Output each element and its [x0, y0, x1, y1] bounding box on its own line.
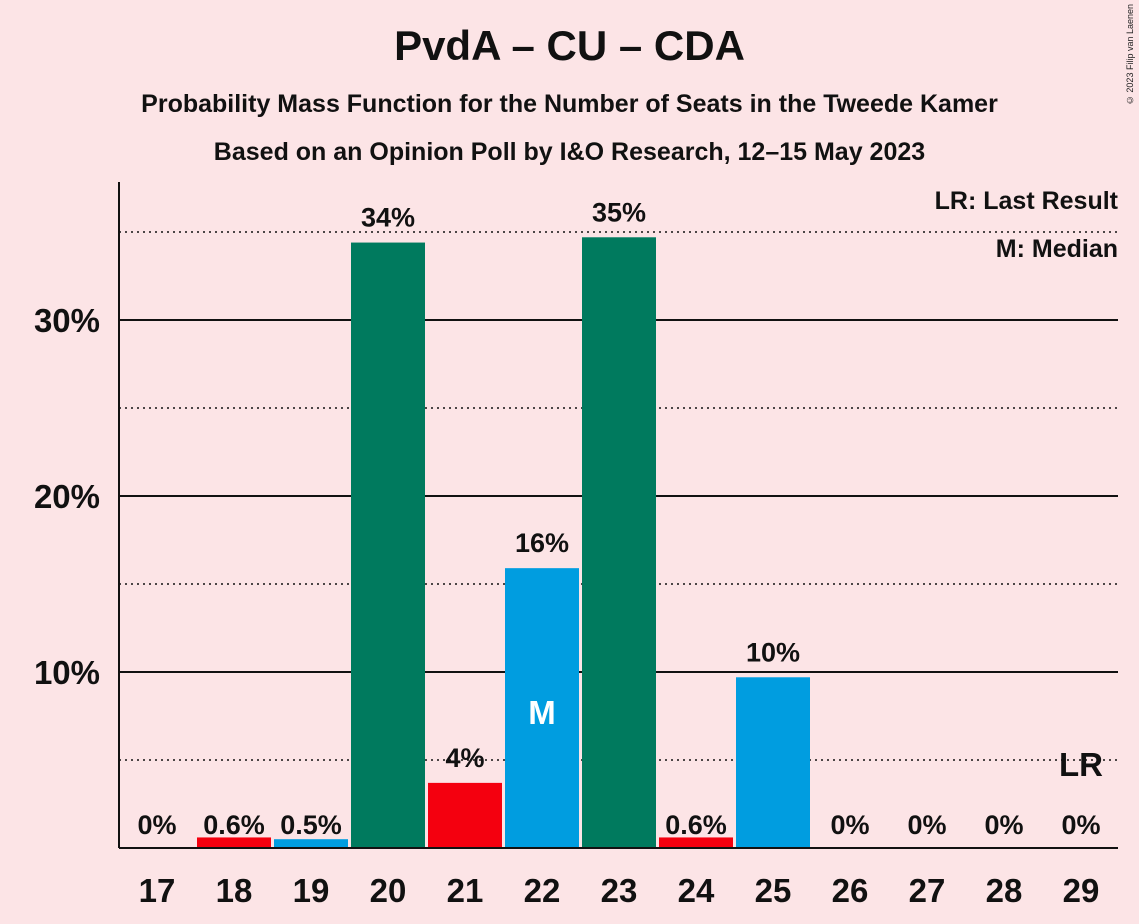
bar-value-label: 10%	[746, 637, 800, 667]
bar-value-label: 0.6%	[203, 810, 265, 840]
bar-20	[351, 242, 425, 848]
bar-24	[659, 837, 733, 848]
x-tick-label: 27	[909, 872, 946, 909]
x-tick-label: 19	[293, 872, 330, 909]
y-tick-label: 30%	[34, 302, 100, 339]
bar-value-label: 0%	[830, 810, 869, 840]
x-tick-label: 24	[678, 872, 715, 909]
chart-subtitle-1: Probability Mass Function for the Number…	[141, 90, 998, 118]
bar-value-label: 0.6%	[665, 810, 727, 840]
x-tick-label: 29	[1063, 872, 1100, 909]
legend-median: M: Median	[996, 235, 1118, 263]
bar-23	[582, 237, 656, 848]
axes: 17 18 19 20 21 22 23 24 25 26 27 28 29	[118, 182, 1118, 909]
bar-value-label: 35%	[592, 197, 646, 227]
x-tick-label: 22	[524, 872, 561, 909]
bar-value-label: 0.5%	[280, 810, 342, 840]
bar-value-label: 0%	[1061, 810, 1100, 840]
bar-value-label: 0%	[137, 810, 176, 840]
x-tick-label: 25	[755, 872, 792, 909]
bar-18	[197, 837, 271, 848]
x-tick-label: 26	[832, 872, 869, 909]
last-result-marker: LR	[1059, 746, 1103, 783]
x-tick-label: 23	[601, 872, 638, 909]
median-marker: M	[528, 694, 556, 731]
bar-labels: 0% 0.6% 0.5% 34% 4% 16% M 35% 0.6% 10% 0% 0% 0% 0% LR	[137, 197, 1103, 840]
chart-title: PvdA – CU – CDA	[394, 22, 745, 69]
bar-value-label: 16%	[515, 528, 569, 558]
y-tick-label: 10%	[34, 654, 100, 691]
bar-19	[274, 839, 348, 848]
bar-22	[505, 568, 579, 848]
x-tick-label: 20	[370, 872, 407, 909]
x-tick-label: 17	[139, 872, 176, 909]
bar-21	[428, 782, 502, 848]
x-tick-label: 18	[216, 872, 253, 909]
y-tick-label: 20%	[34, 478, 100, 515]
legend-last-result: LR: Last Result	[935, 187, 1119, 215]
chart-subtitle-2: Based on an Opinion Poll by I&O Research…	[213, 138, 926, 166]
bar-value-label: 34%	[361, 203, 415, 233]
bar-value-label: 0%	[907, 810, 946, 840]
bars	[197, 237, 810, 848]
x-tick-label: 21	[447, 872, 484, 909]
bar-value-label: 4%	[445, 743, 484, 773]
bar-value-label: 0%	[984, 810, 1023, 840]
bar-25	[736, 677, 810, 848]
x-tick-label: 28	[986, 872, 1023, 909]
